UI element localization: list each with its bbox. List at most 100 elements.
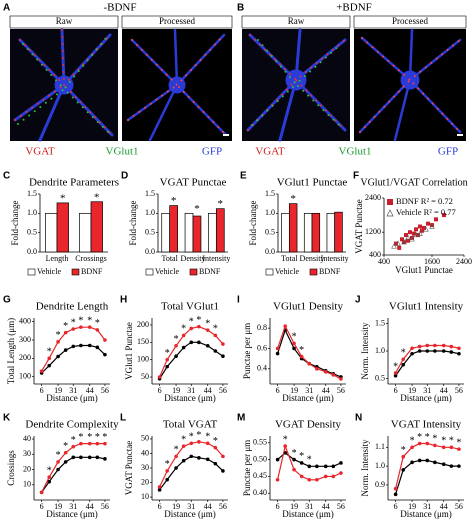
x-tick-label: Total [162, 254, 179, 263]
significance: * [196, 315, 201, 326]
significance: * [87, 432, 92, 443]
significance: * [194, 203, 200, 215]
significance: * [441, 436, 446, 447]
x-tick-label: 44 [322, 502, 330, 511]
legend-swatch [71, 268, 80, 276]
point [87, 325, 92, 329]
point [63, 330, 68, 335]
point [299, 474, 304, 479]
point [391, 243, 397, 249]
chart-title: Dendrite Complexity [25, 419, 119, 431]
point [157, 488, 162, 492]
point [420, 228, 424, 233]
point [275, 477, 280, 482]
legend-label: Vehicle [37, 267, 61, 276]
point [417, 230, 423, 236]
panel-letter: K [3, 413, 11, 424]
y-tick-label: 0.9 [375, 480, 385, 489]
point [221, 469, 225, 473]
significance: * [196, 430, 201, 441]
x-tick-label: 31 [423, 386, 431, 395]
significance: * [56, 330, 61, 341]
point [95, 441, 100, 446]
point [174, 343, 178, 348]
point [205, 343, 210, 348]
y-tick-label: 1.0 [27, 208, 37, 217]
significance: * [292, 448, 297, 459]
chart-title: Dendrite Parameters [29, 177, 119, 189]
point [323, 370, 328, 374]
significance: * [63, 321, 68, 332]
x-tick-label: 19 [54, 502, 62, 511]
header-box [121, 15, 233, 29]
point [165, 469, 169, 473]
x-tick-label: 44 [204, 502, 212, 511]
line [395, 459, 459, 495]
significance: * [165, 348, 170, 359]
significance: * [71, 435, 76, 446]
x-tick-label: 19 [408, 386, 416, 395]
point [441, 462, 446, 467]
point [157, 375, 162, 379]
y-tick-label: 0.5 [145, 227, 155, 236]
scale-bar [223, 134, 229, 136]
point [426, 221, 430, 226]
y-tick-label: 30 [23, 449, 31, 458]
x-tick-label: 31 [187, 502, 195, 511]
y-tick-label: 200 [19, 353, 31, 362]
point [71, 344, 76, 349]
point [423, 226, 429, 232]
point [413, 231, 419, 238]
image-label: Processed [159, 16, 195, 26]
point [299, 461, 304, 465]
point [189, 441, 194, 446]
point [307, 477, 312, 482]
x-tick-label: 6 [158, 386, 162, 395]
point [79, 441, 83, 446]
x-tick-label: 2400 [456, 257, 472, 266]
point [425, 343, 430, 348]
significance: * [449, 436, 454, 447]
significance: * [401, 445, 406, 456]
point [401, 357, 406, 362]
x-axis-label: Distance (μm) [400, 393, 452, 403]
point [434, 217, 438, 222]
y-tick-label: 0.45 [253, 471, 267, 480]
point [441, 349, 446, 353]
x-tick-label: 6 [158, 502, 162, 511]
point [457, 447, 461, 451]
point [449, 344, 454, 349]
x-tick-label: Density [181, 254, 206, 263]
x-tick-label: 6 [394, 502, 398, 511]
point [414, 227, 418, 232]
point [197, 440, 201, 444]
point [103, 352, 107, 357]
y-tick-label: 0.40 [253, 488, 267, 497]
point [331, 373, 336, 377]
point [283, 324, 288, 328]
x-tick-label: 56 [337, 386, 345, 395]
bar [169, 205, 178, 253]
point [339, 471, 343, 475]
line [277, 328, 342, 378]
point [103, 441, 107, 446]
y-tick-label: 50 [141, 434, 149, 443]
x-axis-label: Distance (μm) [46, 393, 98, 403]
point [181, 444, 186, 448]
point [315, 366, 319, 371]
significance: * [47, 347, 52, 358]
point [197, 324, 201, 329]
point [165, 357, 169, 362]
point [47, 475, 51, 479]
point [79, 343, 83, 348]
y-tick-label: 0.0 [145, 247, 155, 256]
significance: * [283, 434, 288, 445]
point [181, 345, 186, 350]
point [39, 490, 44, 495]
significance: * [171, 195, 177, 207]
significance: * [78, 315, 83, 326]
x-tick-label: 6 [40, 502, 44, 511]
y-tick-label: 0.8 [257, 323, 267, 332]
y-tick-label: 10 [23, 480, 31, 489]
x-tick-label: 56 [101, 386, 109, 395]
